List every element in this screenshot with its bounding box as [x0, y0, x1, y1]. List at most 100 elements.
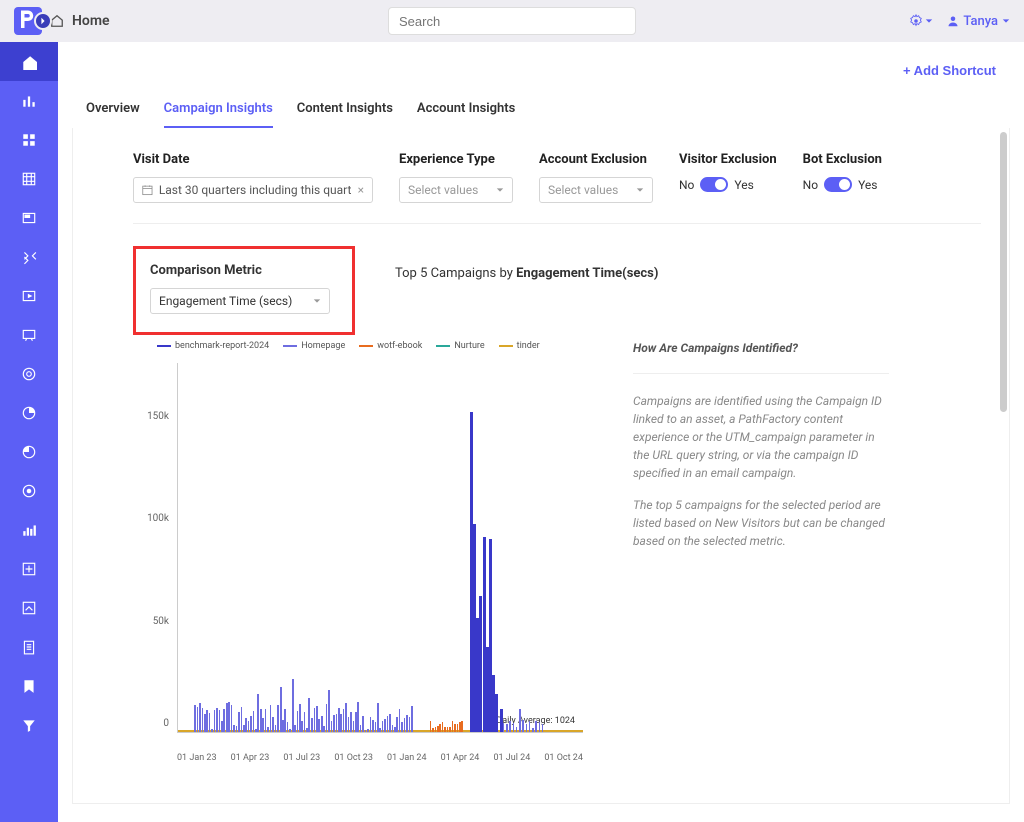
y-tick: 50k — [153, 616, 169, 627]
tab-content-insights[interactable]: Content Insights — [297, 101, 393, 128]
search-wrap — [388, 7, 636, 35]
sidebar-item-17[interactable] — [0, 705, 58, 744]
info-paragraph: Campaigns are identified using the Campa… — [633, 392, 889, 482]
chart-bar — [194, 705, 196, 732]
chart-bar — [367, 729, 369, 732]
sidebar-item-9[interactable] — [0, 393, 58, 432]
visit-date-value: Last 30 quarters including this quarter … — [159, 183, 352, 197]
chart-bar — [197, 707, 199, 732]
chart-bar — [209, 713, 211, 732]
experience-type-select[interactable]: Select values — [399, 177, 513, 203]
tab-campaign-insights[interactable]: Campaign Insights — [164, 101, 273, 128]
home-icon — [50, 14, 64, 28]
chart-bar — [202, 708, 204, 732]
sidebar-item-12[interactable] — [0, 510, 58, 549]
shortcut-bar: + Add Shortcut — [58, 42, 1024, 79]
sidebar-item-13[interactable] — [0, 549, 58, 588]
chart-bar — [331, 721, 333, 732]
sidebar-item-7[interactable] — [0, 315, 58, 354]
chart-title-metric: Engagement Time(secs) — [516, 266, 658, 281]
sidebar-item-8[interactable] — [0, 354, 58, 393]
chart-bar — [277, 705, 279, 732]
scroll-thumb[interactable] — [1000, 132, 1007, 412]
sidebar-item-6[interactable] — [0, 276, 58, 315]
search-input[interactable] — [388, 7, 636, 35]
visit-date-input[interactable]: Last 30 quarters including this quarter … — [133, 177, 373, 203]
logo[interactable] — [14, 7, 42, 35]
chart-bar — [262, 718, 264, 732]
sidebar-item-14[interactable] — [0, 588, 58, 627]
x-tick: 01 Jan 24 — [387, 753, 427, 763]
chart-bar — [241, 707, 243, 732]
chart-bar — [392, 725, 394, 732]
user-menu[interactable]: Tanya — [947, 14, 1010, 29]
filter-experience-type: Experience Type Select values — [399, 152, 513, 203]
chart-bar — [343, 709, 345, 732]
sidebar-icon — [21, 600, 37, 616]
chart-bar — [401, 722, 403, 732]
visitor-exclusion-toggle[interactable]: No Yes — [679, 177, 777, 192]
bot-exclusion-toggle[interactable]: No Yes — [803, 177, 882, 192]
legend-item: tinder — [499, 341, 540, 351]
tab-overview[interactable]: Overview — [86, 101, 140, 128]
clear-icon[interactable]: × — [358, 183, 364, 197]
sidebar-item-2[interactable] — [0, 120, 58, 159]
chart-bar — [375, 722, 377, 732]
info-paragraph: The top 5 campaigns for the selected per… — [633, 496, 889, 550]
x-tick: 01 Jul 24 — [493, 753, 530, 763]
chart-bar — [223, 709, 225, 732]
chart-bar — [435, 727, 437, 732]
expand-sidebar-icon[interactable] — [34, 12, 52, 30]
toggle-pill — [824, 177, 852, 192]
chart-bar — [409, 717, 411, 732]
sidebar-item-3[interactable] — [0, 159, 58, 198]
account-exclusion-select[interactable]: Select values — [539, 177, 653, 203]
info-panel: How Are Campaigns Identified? Campaigns … — [633, 341, 889, 763]
chart-bar — [308, 698, 310, 732]
chart-bar — [204, 714, 206, 732]
chart-bar — [362, 716, 364, 732]
chart-bar — [439, 724, 441, 732]
filter-label: Experience Type — [399, 152, 513, 167]
chart-bar — [248, 721, 250, 732]
sidebar-item-11[interactable] — [0, 471, 58, 510]
chart-bar — [304, 712, 306, 732]
chart-bar — [522, 720, 524, 732]
sidebar-icon — [21, 561, 37, 577]
sidebar-item-10[interactable] — [0, 432, 58, 471]
tab-account-insights[interactable]: Account Insights — [417, 101, 515, 128]
content-panel: Visit Date Last 30 quarters including th… — [72, 128, 1010, 804]
chart-bar — [311, 718, 313, 732]
tabs: Overview Campaign Insights Content Insight… — [58, 79, 1024, 128]
sidebar-item-1[interactable] — [0, 81, 58, 120]
x-tick: 01 Oct 23 — [334, 753, 373, 763]
sidebar-icon — [21, 717, 37, 733]
chart-bar — [459, 722, 461, 732]
chart-bar — [265, 709, 267, 732]
sidebar-item-5[interactable] — [0, 237, 58, 276]
y-axis: 150k100k50k0 — [133, 363, 173, 733]
chart-bar — [336, 714, 338, 732]
metric-row: Comparison Metric Engagement Time (secs)… — [133, 246, 981, 335]
sidebar-item-4[interactable] — [0, 198, 58, 237]
legend-label: tinder — [517, 341, 540, 351]
sidebar-item-15[interactable] — [0, 627, 58, 666]
settings-menu[interactable] — [909, 14, 933, 28]
chart-bar — [216, 708, 218, 732]
sidebar-item-16[interactable] — [0, 666, 58, 705]
top-bar: Home Tanya — [0, 0, 1024, 42]
add-shortcut-button[interactable]: + Add Shortcut — [903, 63, 996, 78]
chart: 150k100k50k0 Daily Average: 1024 01 Jan … — [133, 363, 583, 763]
chart-bar — [532, 728, 534, 732]
filter-visitor-exclusion: Visitor Exclusion No Yes — [679, 152, 777, 203]
metric-select[interactable]: Engagement Time (secs) — [150, 288, 330, 314]
sidebar-item-0[interactable] — [0, 42, 58, 81]
chart-bar — [350, 712, 352, 732]
legend-swatch — [436, 345, 450, 347]
chart-bar — [372, 720, 374, 733]
chart-bar — [457, 724, 459, 732]
chart-bar — [238, 712, 240, 732]
metric-label: Comparison Metric — [150, 263, 338, 278]
chart-bar — [253, 711, 255, 732]
chart-bar — [206, 710, 208, 732]
